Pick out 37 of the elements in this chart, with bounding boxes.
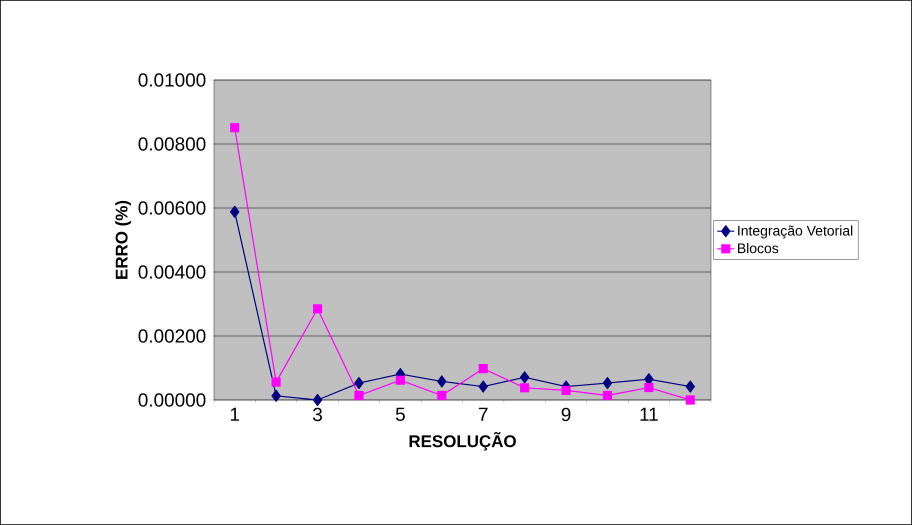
legend-label: Integração Vetorial — [738, 225, 852, 238]
point — [478, 380, 488, 393]
point — [478, 364, 488, 374]
point — [437, 390, 446, 400]
point — [520, 383, 530, 392]
y-tick-label: 0.00400 — [138, 265, 206, 279]
point — [437, 375, 446, 388]
x-axis-title: RESOLUÇÃO — [410, 432, 516, 451]
y-tick-label: 0.00200 — [138, 329, 206, 343]
x-tick-label: 7 — [478, 408, 488, 421]
y-axis-title: ERRO (%) — [115, 200, 131, 279]
y-tick-label: 0.01000 — [138, 73, 206, 87]
x-tick-label: 9 — [562, 408, 570, 422]
point — [230, 123, 240, 132]
point — [520, 371, 530, 384]
point — [312, 304, 322, 314]
point — [602, 390, 612, 400]
point — [354, 390, 364, 400]
y-tick-label: 0.00000 — [138, 393, 206, 407]
point — [686, 395, 695, 405]
point — [686, 380, 696, 393]
point — [602, 376, 612, 390]
point — [561, 386, 571, 395]
x-tick-label: 1 — [230, 408, 240, 421]
legend-label: Blocos — [738, 242, 778, 254]
y-tick-label: 0.00800 — [138, 137, 206, 151]
point — [644, 382, 654, 392]
point — [230, 206, 240, 218]
point — [312, 394, 322, 406]
point — [396, 376, 405, 385]
point — [271, 390, 281, 402]
y-tick-label: 0.00600 — [138, 201, 206, 215]
x-tick-label: 5 — [396, 408, 405, 421]
x-tick-label: 3 — [312, 408, 322, 422]
x-tick-label: 11 — [640, 408, 658, 421]
point — [354, 376, 364, 390]
point — [272, 378, 281, 387]
